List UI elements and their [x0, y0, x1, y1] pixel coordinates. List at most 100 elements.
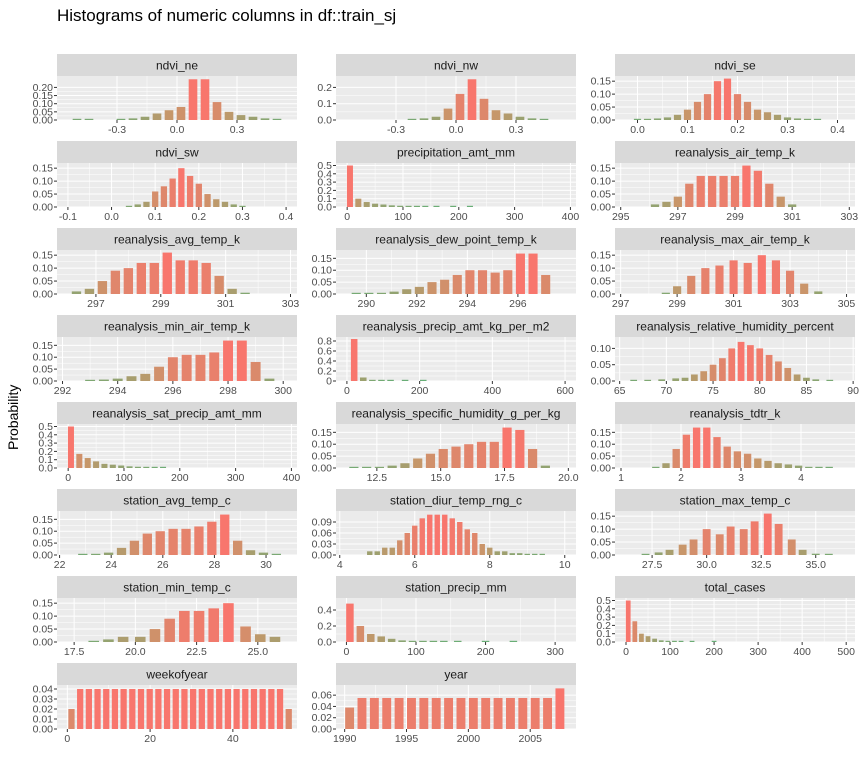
- histogram-bar: [103, 639, 114, 642]
- histogram-bar: [739, 529, 748, 555]
- histogram-bar: [93, 461, 100, 468]
- x-tick-label: 292: [408, 298, 426, 310]
- y-tick-label: 0.10: [312, 439, 333, 451]
- histogram-bar: [367, 551, 373, 555]
- panel-reanalysis_relative_humidity_percent: reanalysis_relative_humidity_percent 0.00…: [591, 315, 859, 397]
- histogram-bar: [413, 458, 423, 468]
- histogram-bar: [517, 553, 523, 555]
- panel-precipitation_amt_mm: precipitation_amt_mm 0.00.10.20.30.40.5 0 1…: [317, 141, 579, 223]
- y-tick-label: 0.5: [38, 421, 53, 433]
- histogram-bar: [239, 205, 246, 207]
- y-tick-label: 0.02: [33, 704, 54, 716]
- histogram-bar: [213, 199, 220, 207]
- histogram-bar: [687, 275, 696, 294]
- histogram-bar: [276, 689, 284, 729]
- histogram-bar: [540, 465, 550, 468]
- panel-strip: [57, 228, 297, 250]
- histogram-bar: [811, 553, 820, 555]
- x-tick-label: 297: [612, 298, 630, 310]
- x-tick-label: 1995: [395, 733, 419, 745]
- y-tick-label: 0.05: [33, 106, 54, 118]
- histogram-bar: [176, 106, 186, 120]
- histogram-bar: [345, 707, 355, 729]
- panel-title: year: [444, 668, 467, 682]
- histogram-bar: [85, 689, 92, 729]
- histogram-bar: [658, 379, 666, 381]
- histogram-bar: [763, 513, 772, 555]
- x-tick-label: 400: [793, 646, 811, 658]
- histogram-bar: [479, 98, 489, 120]
- histogram-bar: [167, 357, 178, 381]
- histogram-bar: [466, 205, 473, 207]
- histogram-bar: [136, 262, 146, 294]
- y-tick-label: 0.05: [591, 451, 612, 463]
- y-tick-label: 0.5: [317, 160, 332, 172]
- histogram-bar: [709, 364, 717, 381]
- x-tick-label: 0.3: [509, 124, 524, 136]
- histogram-bar: [397, 205, 404, 207]
- histogram-bar: [493, 697, 503, 729]
- histogram-bar: [532, 553, 538, 555]
- histogram-bar: [784, 367, 792, 381]
- histogram-bar: [204, 194, 211, 207]
- histogram-bar: [479, 544, 485, 555]
- histogram-bar: [723, 446, 731, 468]
- histogram-bar: [271, 553, 281, 555]
- histogram-bar: [216, 689, 223, 729]
- histogram-bar: [453, 640, 462, 642]
- x-tick-label: 100: [407, 646, 425, 658]
- histogram-bar: [713, 81, 722, 120]
- y-tick-label: 0.06: [312, 690, 333, 702]
- histogram-bar: [419, 118, 429, 120]
- y-tick-label: 0.03: [312, 539, 333, 551]
- x-tick-label: 300: [227, 472, 245, 484]
- histogram-bar: [742, 165, 751, 207]
- x-tick-label: 28: [209, 559, 221, 571]
- histogram-bar: [164, 110, 174, 120]
- histogram-bar: [186, 175, 194, 207]
- histogram-bar: [683, 109, 692, 120]
- panel-title: weekofyear: [145, 668, 207, 682]
- histogram-bar: [438, 448, 448, 468]
- histogram-bar: [672, 640, 677, 642]
- histogram-bar: [450, 205, 457, 207]
- x-tick-label: 4: [798, 472, 804, 484]
- y-tick-label: 0.05: [591, 102, 612, 114]
- histogram-bar: [369, 379, 376, 381]
- x-tick-label: 70: [661, 385, 673, 397]
- histogram-bar: [149, 629, 161, 642]
- panel-strip: [57, 141, 297, 163]
- histogram-bar: [137, 689, 145, 729]
- x-tick-label: 10: [559, 559, 571, 571]
- y-tick-label: 0.15: [33, 514, 54, 526]
- y-tick-label: 0.05: [591, 537, 612, 549]
- panel-title: reanalysis_relative_humidity_percent: [636, 320, 834, 334]
- x-tick-label: 75: [707, 385, 719, 397]
- histogram-bar: [708, 175, 717, 207]
- histogram-bar: [757, 255, 766, 294]
- panel-reanalysis_air_temp_k: reanalysis_air_temp_k 0.000.050.100.15 295…: [591, 141, 858, 223]
- panel-title: ndvi_sw: [155, 146, 199, 160]
- histogram-bar: [503, 113, 513, 120]
- panel-title: reanalysis_tdtr_k: [690, 407, 782, 421]
- histogram-bar: [140, 116, 150, 120]
- x-tick-label: -0.3: [108, 124, 126, 136]
- histogram-bar: [800, 283, 809, 294]
- y-tick-label: 0.15: [591, 427, 612, 439]
- y-tick-label: 0.04: [33, 684, 54, 696]
- histogram-bar: [743, 262, 752, 294]
- histogram-bar: [242, 689, 249, 729]
- histogram-bar: [128, 118, 138, 120]
- x-tick-label: 294: [459, 298, 477, 310]
- histogram-bar: [813, 118, 822, 120]
- histogram-bar: [489, 441, 499, 468]
- x-tick-label: 40: [227, 733, 239, 745]
- panel-strip: [615, 402, 855, 424]
- histogram-bar: [733, 451, 742, 468]
- histogram-bar: [240, 292, 250, 294]
- histogram-bar: [101, 463, 108, 468]
- x-tick-label: 400: [283, 472, 301, 484]
- histogram-bar: [728, 348, 736, 381]
- x-tick-label: 0.0: [630, 124, 645, 136]
- histogram-bar: [377, 636, 385, 642]
